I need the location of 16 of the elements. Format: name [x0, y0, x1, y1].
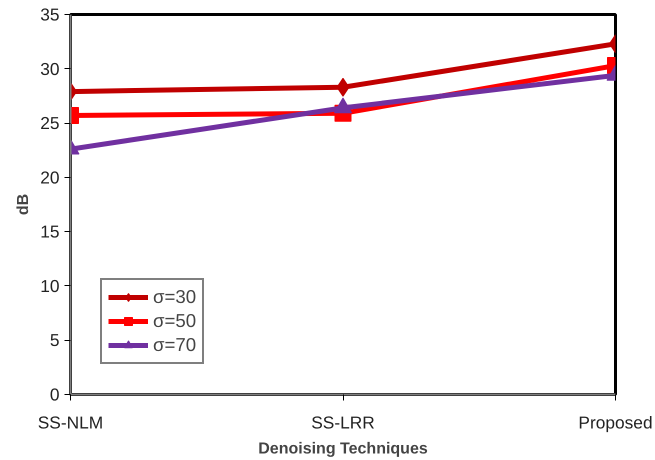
- y-tick-label: 20: [40, 167, 60, 188]
- x-tick-label: Proposed: [578, 412, 653, 432]
- y-tick-label: 0: [50, 384, 60, 404]
- legend-label: σ=30: [153, 286, 196, 308]
- y-tick-label: 35: [40, 4, 60, 24]
- x-axis-title: Denoising Techniques: [258, 440, 428, 458]
- y-axis-title: dB: [15, 194, 32, 216]
- y-tick-label: 15: [40, 222, 60, 242]
- y-tick-label: 5: [50, 330, 60, 350]
- y-tick-label: 10: [40, 276, 60, 296]
- x-tick-label: SS-NLM: [38, 412, 104, 432]
- y-tick-label: 30: [40, 58, 60, 79]
- legend-label: σ=70: [153, 334, 196, 356]
- legend-label: σ=50: [153, 310, 196, 332]
- x-tick-label: SS-LRR: [311, 412, 375, 432]
- y-tick-label: 25: [40, 113, 60, 134]
